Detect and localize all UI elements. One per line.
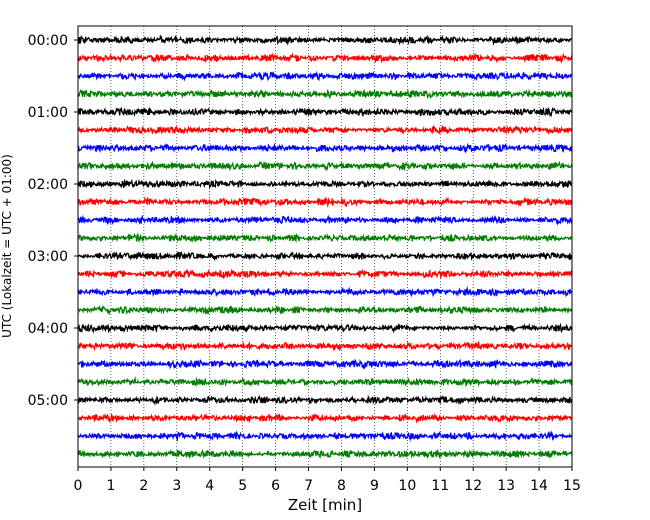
trace-line xyxy=(77,430,573,442)
trace-line xyxy=(77,52,573,64)
y-tick-label: 02:00 xyxy=(28,177,68,193)
trace-line xyxy=(77,232,573,244)
x-tick-label: 9 xyxy=(370,478,379,494)
trace-line xyxy=(77,448,573,460)
trace-line xyxy=(77,322,573,334)
y-axis-ticks: 00:00 01:00 02:00 03:00 04:00 05:00 xyxy=(28,33,78,409)
x-tick-label: 1 xyxy=(106,478,115,494)
y-tick-label: 04:00 xyxy=(28,321,68,337)
x-tick-label: 2 xyxy=(139,478,148,494)
x-tick-label: 14 xyxy=(530,478,548,494)
x-tick-label: 8 xyxy=(337,478,346,494)
trace-line xyxy=(77,178,573,190)
trace-line xyxy=(77,70,573,82)
trace-line xyxy=(77,304,573,316)
trace-group xyxy=(77,34,573,460)
trace-line xyxy=(77,285,573,298)
trace-line xyxy=(77,358,573,370)
x-tick-label: 3 xyxy=(172,478,181,494)
trace-line xyxy=(77,160,573,172)
x-tick-label: 10 xyxy=(398,478,416,494)
x-tick-label: 15 xyxy=(563,478,581,494)
trace-line xyxy=(77,124,573,135)
trace-line xyxy=(77,268,573,280)
trace-line xyxy=(77,394,573,406)
x-tick-label: 12 xyxy=(464,478,482,494)
x-tick-label: 11 xyxy=(431,478,449,494)
x-tick-label: 4 xyxy=(205,478,214,494)
y-tick-label: 01:00 xyxy=(28,105,68,121)
x-tick-label: 6 xyxy=(271,478,280,494)
trace-line xyxy=(77,214,573,226)
plot-background xyxy=(78,26,572,467)
trace-line xyxy=(77,340,573,352)
y-tick-label: 03:00 xyxy=(28,249,68,265)
trace-line xyxy=(77,88,573,100)
trace-line xyxy=(77,142,573,154)
y-tick-label: 00:00 xyxy=(28,33,68,49)
trace-line xyxy=(77,196,573,208)
x-tick-label: 0 xyxy=(74,478,83,494)
trace-line xyxy=(77,251,573,262)
trace-line xyxy=(77,34,573,46)
x-tick-label: 5 xyxy=(238,478,247,494)
x-axis-label: Zeit [min] xyxy=(288,496,362,514)
y-axis-label: UTC (Lokalzeit = UTC + 01:00) xyxy=(0,154,14,338)
y-tick-label: 05:00 xyxy=(28,393,68,409)
plot-frame xyxy=(77,25,573,468)
trace-line xyxy=(77,412,573,424)
x-tick-label: 7 xyxy=(304,478,313,494)
x-axis-ticks: 0 1 2 3 4 5 6 7 8 9 10 11 12 13 14 15 xyxy=(74,467,581,494)
x-tick-label: 13 xyxy=(497,478,515,494)
trace-line xyxy=(77,106,573,118)
trace-line xyxy=(77,376,573,388)
